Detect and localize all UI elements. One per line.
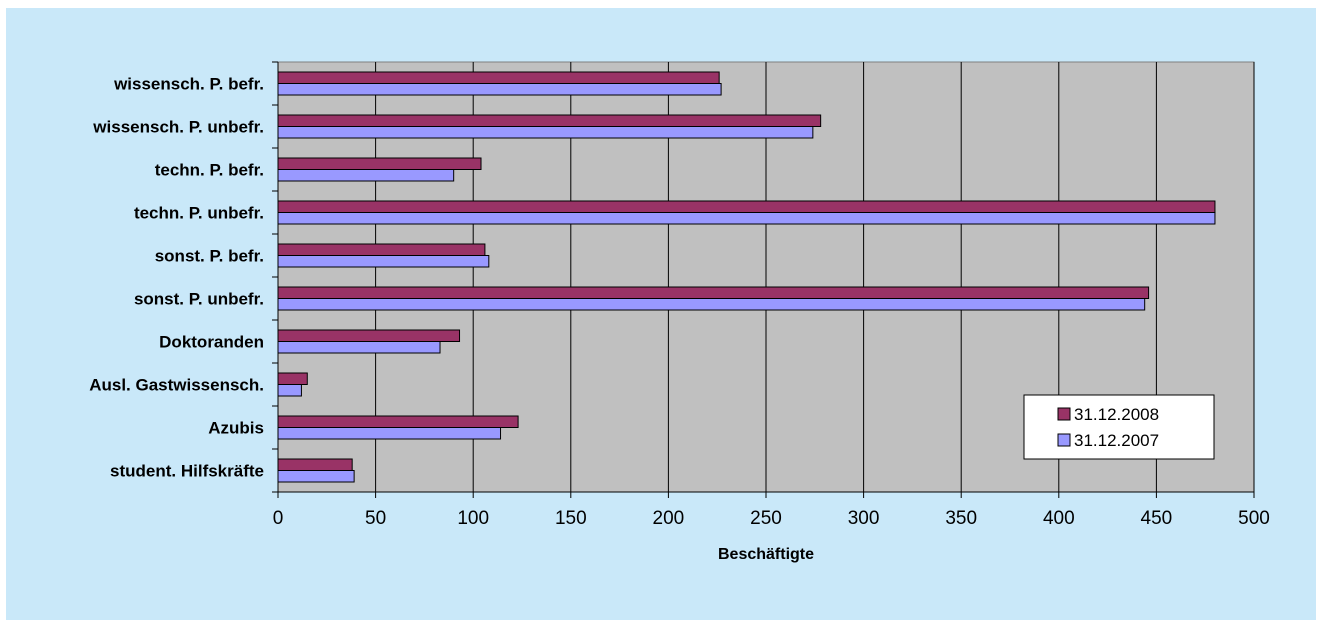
x-tick-label: 150 xyxy=(555,508,587,529)
category-label: Doktoranden xyxy=(159,333,264,352)
legend-label-1: 31.12.2007 xyxy=(1074,431,1159,450)
x-tick-label: 450 xyxy=(1141,508,1173,529)
bar-2008-8 xyxy=(277,415,519,428)
category-label: Ausl. Gastwissensch. xyxy=(89,376,264,395)
category-label: techn. P. unbefr. xyxy=(134,204,264,223)
bar-2008-7 xyxy=(277,372,308,385)
x-tick-label: 350 xyxy=(945,508,977,529)
x-tick-label: 250 xyxy=(750,508,782,529)
bar-2007-0 xyxy=(277,83,722,96)
bar-2007-8 xyxy=(277,427,502,440)
x-tick-label: 100 xyxy=(457,508,489,529)
category-label: wissensch. P. unbefr. xyxy=(92,118,264,137)
bar-2008-5 xyxy=(277,286,1150,299)
category-label: sonst. P. befr. xyxy=(155,247,264,266)
bar-2007-6 xyxy=(277,341,441,354)
bar-2008-3 xyxy=(277,200,1216,213)
bar-2008-2 xyxy=(277,157,482,170)
legend-swatch-0 xyxy=(1057,407,1071,421)
category-label: sonst. P. unbefr. xyxy=(134,290,264,309)
bar-2007-7 xyxy=(277,384,302,397)
bar-2008-1 xyxy=(277,114,822,127)
legend-label-0: 31.12.2008 xyxy=(1074,405,1159,424)
x-tick-label: 500 xyxy=(1238,508,1270,529)
bar-2007-4 xyxy=(277,255,490,268)
x-tick-label: 200 xyxy=(653,508,685,529)
category-label: Azubis xyxy=(208,419,264,438)
x-axis-title: Beschäftigte xyxy=(718,546,814,563)
bar-2007-9 xyxy=(277,470,355,483)
legend-box xyxy=(1023,394,1215,460)
bar-2008-6 xyxy=(277,329,461,342)
bar-2008-9 xyxy=(277,458,353,471)
x-tick-label: 0 xyxy=(273,508,284,529)
bar-2008-0 xyxy=(277,71,720,84)
category-label: student. Hilfskräfte xyxy=(110,462,264,481)
x-tick-label: 400 xyxy=(1043,508,1075,529)
x-tick-label: 300 xyxy=(848,508,880,529)
bar-2007-5 xyxy=(277,298,1146,311)
legend-swatch-1 xyxy=(1057,433,1071,447)
bar-2007-3 xyxy=(277,212,1216,225)
category-label: wissensch. P. befr. xyxy=(113,75,264,94)
bar-2007-2 xyxy=(277,169,455,182)
category-label: techn. P. befr. xyxy=(155,161,264,180)
bar-2007-1 xyxy=(277,126,814,139)
x-tick-label: 50 xyxy=(365,508,386,529)
bar-2008-4 xyxy=(277,243,486,256)
